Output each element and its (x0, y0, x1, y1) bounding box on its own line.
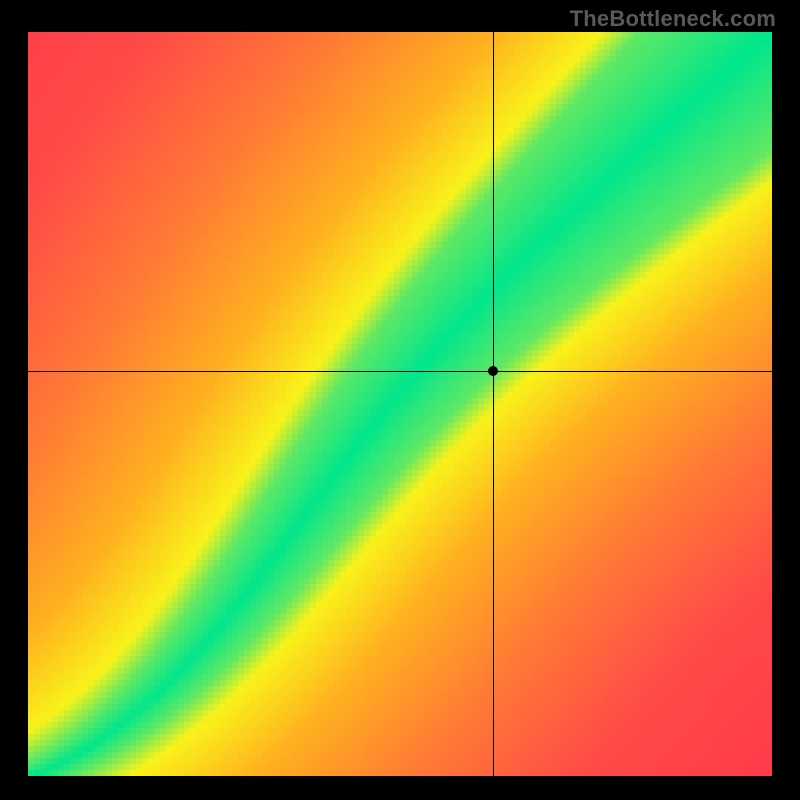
watermark-text: TheBottleneck.com (570, 6, 776, 32)
bottleneck-heatmap (28, 32, 772, 776)
heatmap-canvas (28, 32, 772, 776)
